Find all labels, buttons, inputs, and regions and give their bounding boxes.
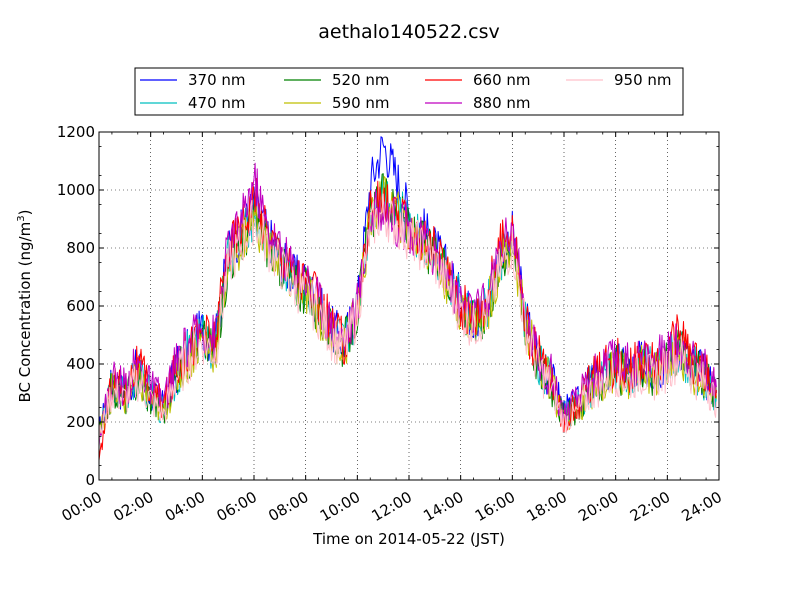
y-tick-label: 800 — [66, 239, 95, 257]
y-tick-label: 0 — [85, 471, 95, 489]
legend-entry: 470 nm — [188, 94, 246, 112]
y-tick-label: 1200 — [57, 123, 95, 141]
y-tick-label: 200 — [66, 413, 95, 431]
legend-entry: 950 nm — [614, 71, 672, 89]
chart-title: aethalo140522.csv — [318, 21, 500, 43]
series-line-880-nm — [98, 162, 717, 447]
y-axis-label-superscript: 3 — [16, 215, 27, 221]
x-axis-label: Time on 2014-05-22 (JST) — [312, 530, 505, 548]
legend-entry: 660 nm — [473, 71, 531, 89]
legend-box — [134, 67, 684, 116]
y-axis-label-main: BC Concentration (ng/m — [16, 222, 34, 403]
y-tick-label: 1000 — [57, 181, 95, 199]
plot-ticks — [98, 131, 720, 481]
legend-entry: 370 nm — [188, 71, 246, 89]
plot-series — [98, 136, 717, 461]
y-tick-label: 400 — [66, 355, 95, 373]
legend-entry: 590 nm — [332, 94, 390, 112]
y-axis-label-end: ) — [16, 210, 34, 216]
y-tick-label: 600 — [66, 297, 95, 315]
legend: 370 nm 470 nm 520 nm 590 nm 660 nm 880 nm 950 … — [134, 67, 684, 116]
y-axis-label: BC Concentration (ng/m3) — [16, 210, 34, 403]
series-line-950-nm — [98, 193, 717, 444]
legend-entry: 880 nm — [473, 94, 531, 112]
legend-entry: 520 nm — [332, 71, 390, 89]
